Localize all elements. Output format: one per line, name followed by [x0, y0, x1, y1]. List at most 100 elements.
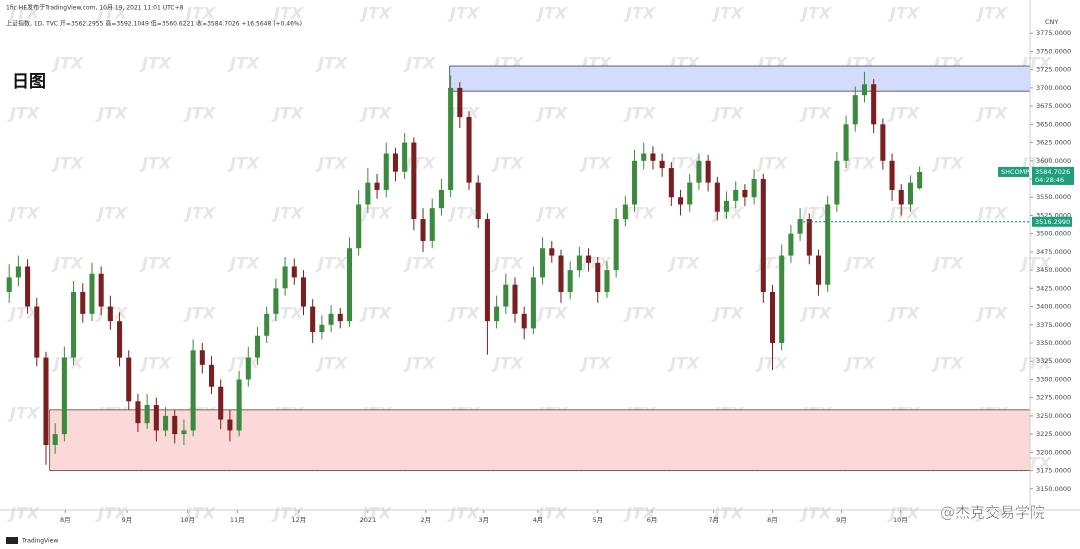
y-tick-label: 3225.0000 — [1036, 430, 1071, 438]
watermark: JTX — [799, 204, 832, 223]
candle-body — [576, 255, 582, 271]
candle-body — [457, 87, 463, 118]
watermark: JTX — [887, 504, 920, 523]
x-tick-label: 6月 — [647, 516, 658, 524]
candle-body — [530, 277, 536, 329]
published-note: 1fic HE发布于TradingView.com, 10月 19, 2021 … — [6, 4, 184, 12]
watermark: JTX — [315, 154, 348, 173]
candle-body — [163, 415, 169, 431]
watermark: JTX — [95, 4, 128, 23]
watermark: JTX — [623, 204, 656, 223]
watermark: JTX — [887, 4, 920, 23]
watermark: JTX — [359, 104, 392, 123]
watermark: JTX — [799, 4, 832, 23]
watermark: JTX — [403, 354, 436, 373]
y-tick-label: 3650.0000 — [1036, 120, 1071, 128]
watermark: JTX — [447, 304, 480, 323]
watermark: JTX — [7, 204, 40, 223]
candle-body — [411, 142, 417, 220]
watermark: JTX — [667, 354, 700, 373]
watermark: JTX — [975, 204, 1008, 223]
watermark: JTX — [7, 4, 40, 23]
candle-body — [310, 306, 316, 333]
candle-body — [144, 404, 150, 424]
watermark: JTX — [711, 104, 744, 123]
watermark: JTX — [315, 354, 348, 373]
watermark: JTX — [843, 254, 876, 273]
x-tick-label: 9月 — [122, 516, 133, 524]
watermark: JTX — [271, 504, 304, 523]
candle-body — [898, 189, 904, 205]
watermark: JTX — [447, 104, 480, 123]
candle-body — [346, 248, 352, 322]
chart-title: 日图 — [12, 72, 46, 92]
x-tick-label: 12月 — [291, 516, 306, 524]
watermark: JTX — [359, 204, 392, 223]
watermark: JTX — [315, 254, 348, 273]
x-tick-label: 2021 — [360, 516, 377, 524]
y-tick-label: 3500.0000 — [1036, 230, 1071, 238]
candle-body — [43, 357, 49, 446]
watermark: JTX — [711, 504, 744, 523]
watermark: JTX — [623, 104, 656, 123]
candle-body — [852, 95, 858, 125]
candle-body — [181, 430, 187, 435]
watermark: JTX — [975, 4, 1008, 23]
y-tick-label: 3425.0000 — [1036, 284, 1071, 292]
watermark: JTX — [535, 4, 568, 23]
watermark: JTX — [931, 154, 964, 173]
candle-body — [871, 84, 877, 125]
watermark: JTX — [403, 254, 436, 273]
watermark: JTX — [975, 304, 1008, 323]
watermark: JTX — [7, 104, 40, 123]
watermark: JTX — [359, 504, 392, 523]
watermark: JTX — [183, 204, 216, 223]
candle-body — [917, 171, 923, 189]
watermark: JTX — [799, 504, 832, 523]
watermark: JTX — [535, 204, 568, 223]
candle-body — [98, 273, 104, 307]
y-tick-label: 3475.0000 — [1036, 248, 1071, 256]
candle-body — [236, 379, 242, 431]
legend-line: 上证指数, 1D, TVC 开=3562.2955 高=3592.1049 低=… — [6, 20, 302, 28]
candle-body — [126, 357, 132, 402]
y-tick-label: 3300.0000 — [1036, 375, 1071, 383]
watermark: JTX — [139, 54, 172, 73]
watermark: JTX — [931, 254, 964, 273]
watermark: JTX — [227, 254, 260, 273]
watermark: JTX — [447, 204, 480, 223]
currency: CNY — [1045, 18, 1058, 26]
x-tick-label: 5月 — [592, 516, 603, 524]
plot-area — [6, 65, 1031, 471]
candle-body — [291, 266, 297, 278]
x-tick-label: 10月 — [180, 516, 195, 524]
candle-body — [788, 233, 794, 256]
candle-body — [383, 153, 389, 190]
candle-body — [825, 204, 831, 285]
watermark: JTX — [975, 504, 1008, 523]
watermark: JTX — [799, 304, 832, 323]
candle-body — [254, 335, 261, 358]
watermark: JTX — [887, 104, 920, 123]
x-tick-label: 7月 — [708, 516, 719, 524]
candle-body — [61, 357, 67, 435]
zone — [449, 65, 1031, 92]
candle-body — [429, 208, 435, 241]
y-tick-label: 3400.0000 — [1036, 303, 1071, 311]
x-tick-label: 8月 — [767, 516, 778, 524]
candle-body — [632, 160, 638, 205]
candle-body — [494, 306, 500, 322]
watermark: JTX — [315, 54, 348, 73]
watermark: JTX — [51, 254, 84, 273]
candle-body — [199, 350, 205, 365]
watermark: JTX — [51, 54, 84, 73]
candle-body — [641, 153, 647, 161]
candle-body — [52, 434, 58, 446]
watermark: JTX — [491, 154, 524, 173]
candle-body — [25, 266, 31, 307]
watermark: JTX — [227, 354, 260, 373]
y-tick-label: 3250.0000 — [1036, 412, 1071, 420]
watermark: JTX — [359, 4, 392, 23]
watermark: JTX — [183, 304, 216, 323]
